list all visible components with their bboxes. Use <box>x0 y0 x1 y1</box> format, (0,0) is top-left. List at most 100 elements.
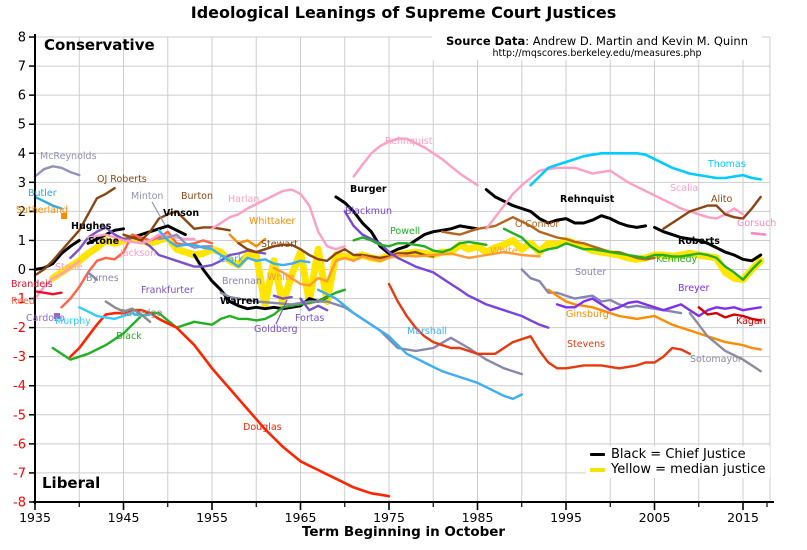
source-authors: : Andrew D. Martin and Kevin M. Quinn <box>525 34 748 48</box>
series-line-rehnquist <box>352 137 479 187</box>
series-line-sotomayor <box>688 311 762 373</box>
x-tick-label: 2005 <box>639 510 671 525</box>
legend-median-row: Yellow = median justice <box>590 462 766 477</box>
series-line-black <box>51 288 346 361</box>
justice-label-clark: Clark <box>219 254 244 265</box>
series-line-vinson <box>130 224 187 239</box>
y-tick-label: -1 <box>13 292 26 307</box>
justice-label-vinson: Vinson <box>163 208 199 219</box>
series-line-oj-roberts <box>33 186 116 277</box>
justice-label-roberts: Roberts <box>678 236 720 247</box>
justice-label-butler: Butler <box>28 188 57 199</box>
y-tick-label: -5 <box>13 408 26 423</box>
series-line-kennedy <box>502 227 762 281</box>
series-line-rehnquist-chief- <box>484 188 648 229</box>
justice-label-alito: Alito <box>711 194 733 205</box>
source-note: Source Data: Andrew D. Martin and Kevin … <box>432 34 762 61</box>
series-line-o-connor <box>440 215 656 261</box>
justice-label-stone: Stone <box>88 236 119 247</box>
legend-median-label: Yellow = median justice <box>611 462 766 477</box>
justice-label-kagan: Kagan <box>736 316 766 327</box>
series-line-alito <box>662 195 762 231</box>
justice-label-hughes: Hughes <box>71 221 112 232</box>
justice-label-rehnquist: Rehnquist <box>385 136 433 147</box>
series-line-scalia <box>485 166 745 231</box>
x-tick-label: 1975 <box>373 510 405 525</box>
justice-label-souter: Souter <box>575 267 606 278</box>
y-tick-label: -3 <box>13 350 26 365</box>
justice-label-cardozo: Cardozo <box>26 313 65 324</box>
y-tick-label: 4 <box>18 147 26 162</box>
median-justice-swatch <box>590 467 605 472</box>
justice-label-powell: Powell <box>390 226 420 237</box>
justice-label-murphy: Murphy <box>55 316 91 327</box>
y-tick-label: 0 <box>18 263 26 278</box>
source-url: http://mqscores.berkeley.edu/measures.ph… <box>492 48 702 60</box>
justice-label-mcreynolds: McReynolds <box>40 151 97 162</box>
x-tick-label: 1965 <box>285 510 317 525</box>
chart-title: Ideological Leanings of Supreme Court Ju… <box>190 3 617 22</box>
justice-label-douglas: Douglas <box>243 422 282 433</box>
justice-label-goldberg: Goldberg <box>254 324 298 335</box>
justice-label-fortas: Fortas <box>295 313 324 324</box>
series-line-jackson <box>86 233 196 245</box>
series-line-gorsuch <box>750 231 767 236</box>
justice-label-brennan: Brennan <box>222 276 262 287</box>
y-tick-label: 6 <box>18 89 26 104</box>
series-line-minton <box>157 233 214 249</box>
justice-label-warren: Warren <box>220 296 259 307</box>
leader-line-goldberg <box>275 299 288 325</box>
series-line-hughes <box>33 238 81 271</box>
series-line-white <box>272 250 541 287</box>
justice-label-sotomayor: Sotomayor <box>690 354 742 365</box>
justice-label-blackmun: Blackmun <box>345 206 392 217</box>
series-line-ginsburg <box>547 288 762 351</box>
y-tick-label: 8 <box>18 31 26 46</box>
y-tick-label: -4 <box>13 379 26 394</box>
legend-chief-row: Black = Chief Justice <box>590 447 766 462</box>
series-line-brandeis <box>33 290 63 296</box>
justice-label-stone: Stone <box>55 262 83 273</box>
y-tick-label: -8 <box>13 495 26 510</box>
x-tick-label: 2015 <box>727 510 759 525</box>
justice-label-ginsburg: Ginsburg <box>566 309 609 320</box>
justice-label-thomas: Thomas <box>707 159 746 170</box>
series-line-goldberg <box>272 294 293 300</box>
justice-label-gorsuch: Gorsuch <box>737 218 776 229</box>
y-tick-label: 7 <box>18 60 26 75</box>
justice-label-byrnes: Byrnes <box>86 273 119 284</box>
justice-label-scalia: Scalia <box>670 183 698 194</box>
series-line-blackmun <box>343 210 550 329</box>
series-line-murphy <box>78 306 152 321</box>
conservative-label: Conservative <box>44 36 155 54</box>
series-line-powell <box>352 236 488 254</box>
series-line-stone <box>33 259 81 300</box>
justice-label-minton: Minton <box>131 191 163 202</box>
series-line-frankfurter <box>69 226 267 268</box>
justice-label-oj-roberts: OJ Roberts <box>97 174 147 185</box>
marker-sutherland <box>61 213 67 219</box>
series-line-byrnes <box>86 271 99 281</box>
y-tick-label: -7 <box>13 466 26 481</box>
justice-label-o-connor: O'Connor <box>515 219 559 230</box>
legend: Black = Chief Justice Yellow = median ju… <box>586 446 770 478</box>
justice-label-breyer: Breyer <box>678 283 710 294</box>
justice-label-burton: Burton <box>181 191 213 202</box>
series-line-stevens <box>387 282 692 370</box>
justice-label-rehnquist: Rehnquist <box>560 194 615 205</box>
justice-label-burger: Burger <box>350 184 387 195</box>
justice-label-brandeis: Brandeis <box>11 279 53 290</box>
series-line-thomas <box>529 152 763 187</box>
y-tick-label: 2 <box>18 205 26 220</box>
series-line-rutledge <box>104 300 152 323</box>
justice-label-black: Black <box>116 331 142 342</box>
series-line-whittaker <box>228 233 267 248</box>
justice-label-frankfurter: Frankfurter <box>141 285 194 296</box>
justice-label-rutledge: Rutledge <box>120 308 162 319</box>
justice-label-white: White <box>490 246 518 257</box>
justice-label-stewart: Stewart <box>261 239 298 250</box>
series-line-clark <box>157 229 311 268</box>
series-line-burger <box>334 195 479 255</box>
y-tick-label: 1 <box>18 234 26 249</box>
y-tick-label: -2 <box>13 321 26 336</box>
